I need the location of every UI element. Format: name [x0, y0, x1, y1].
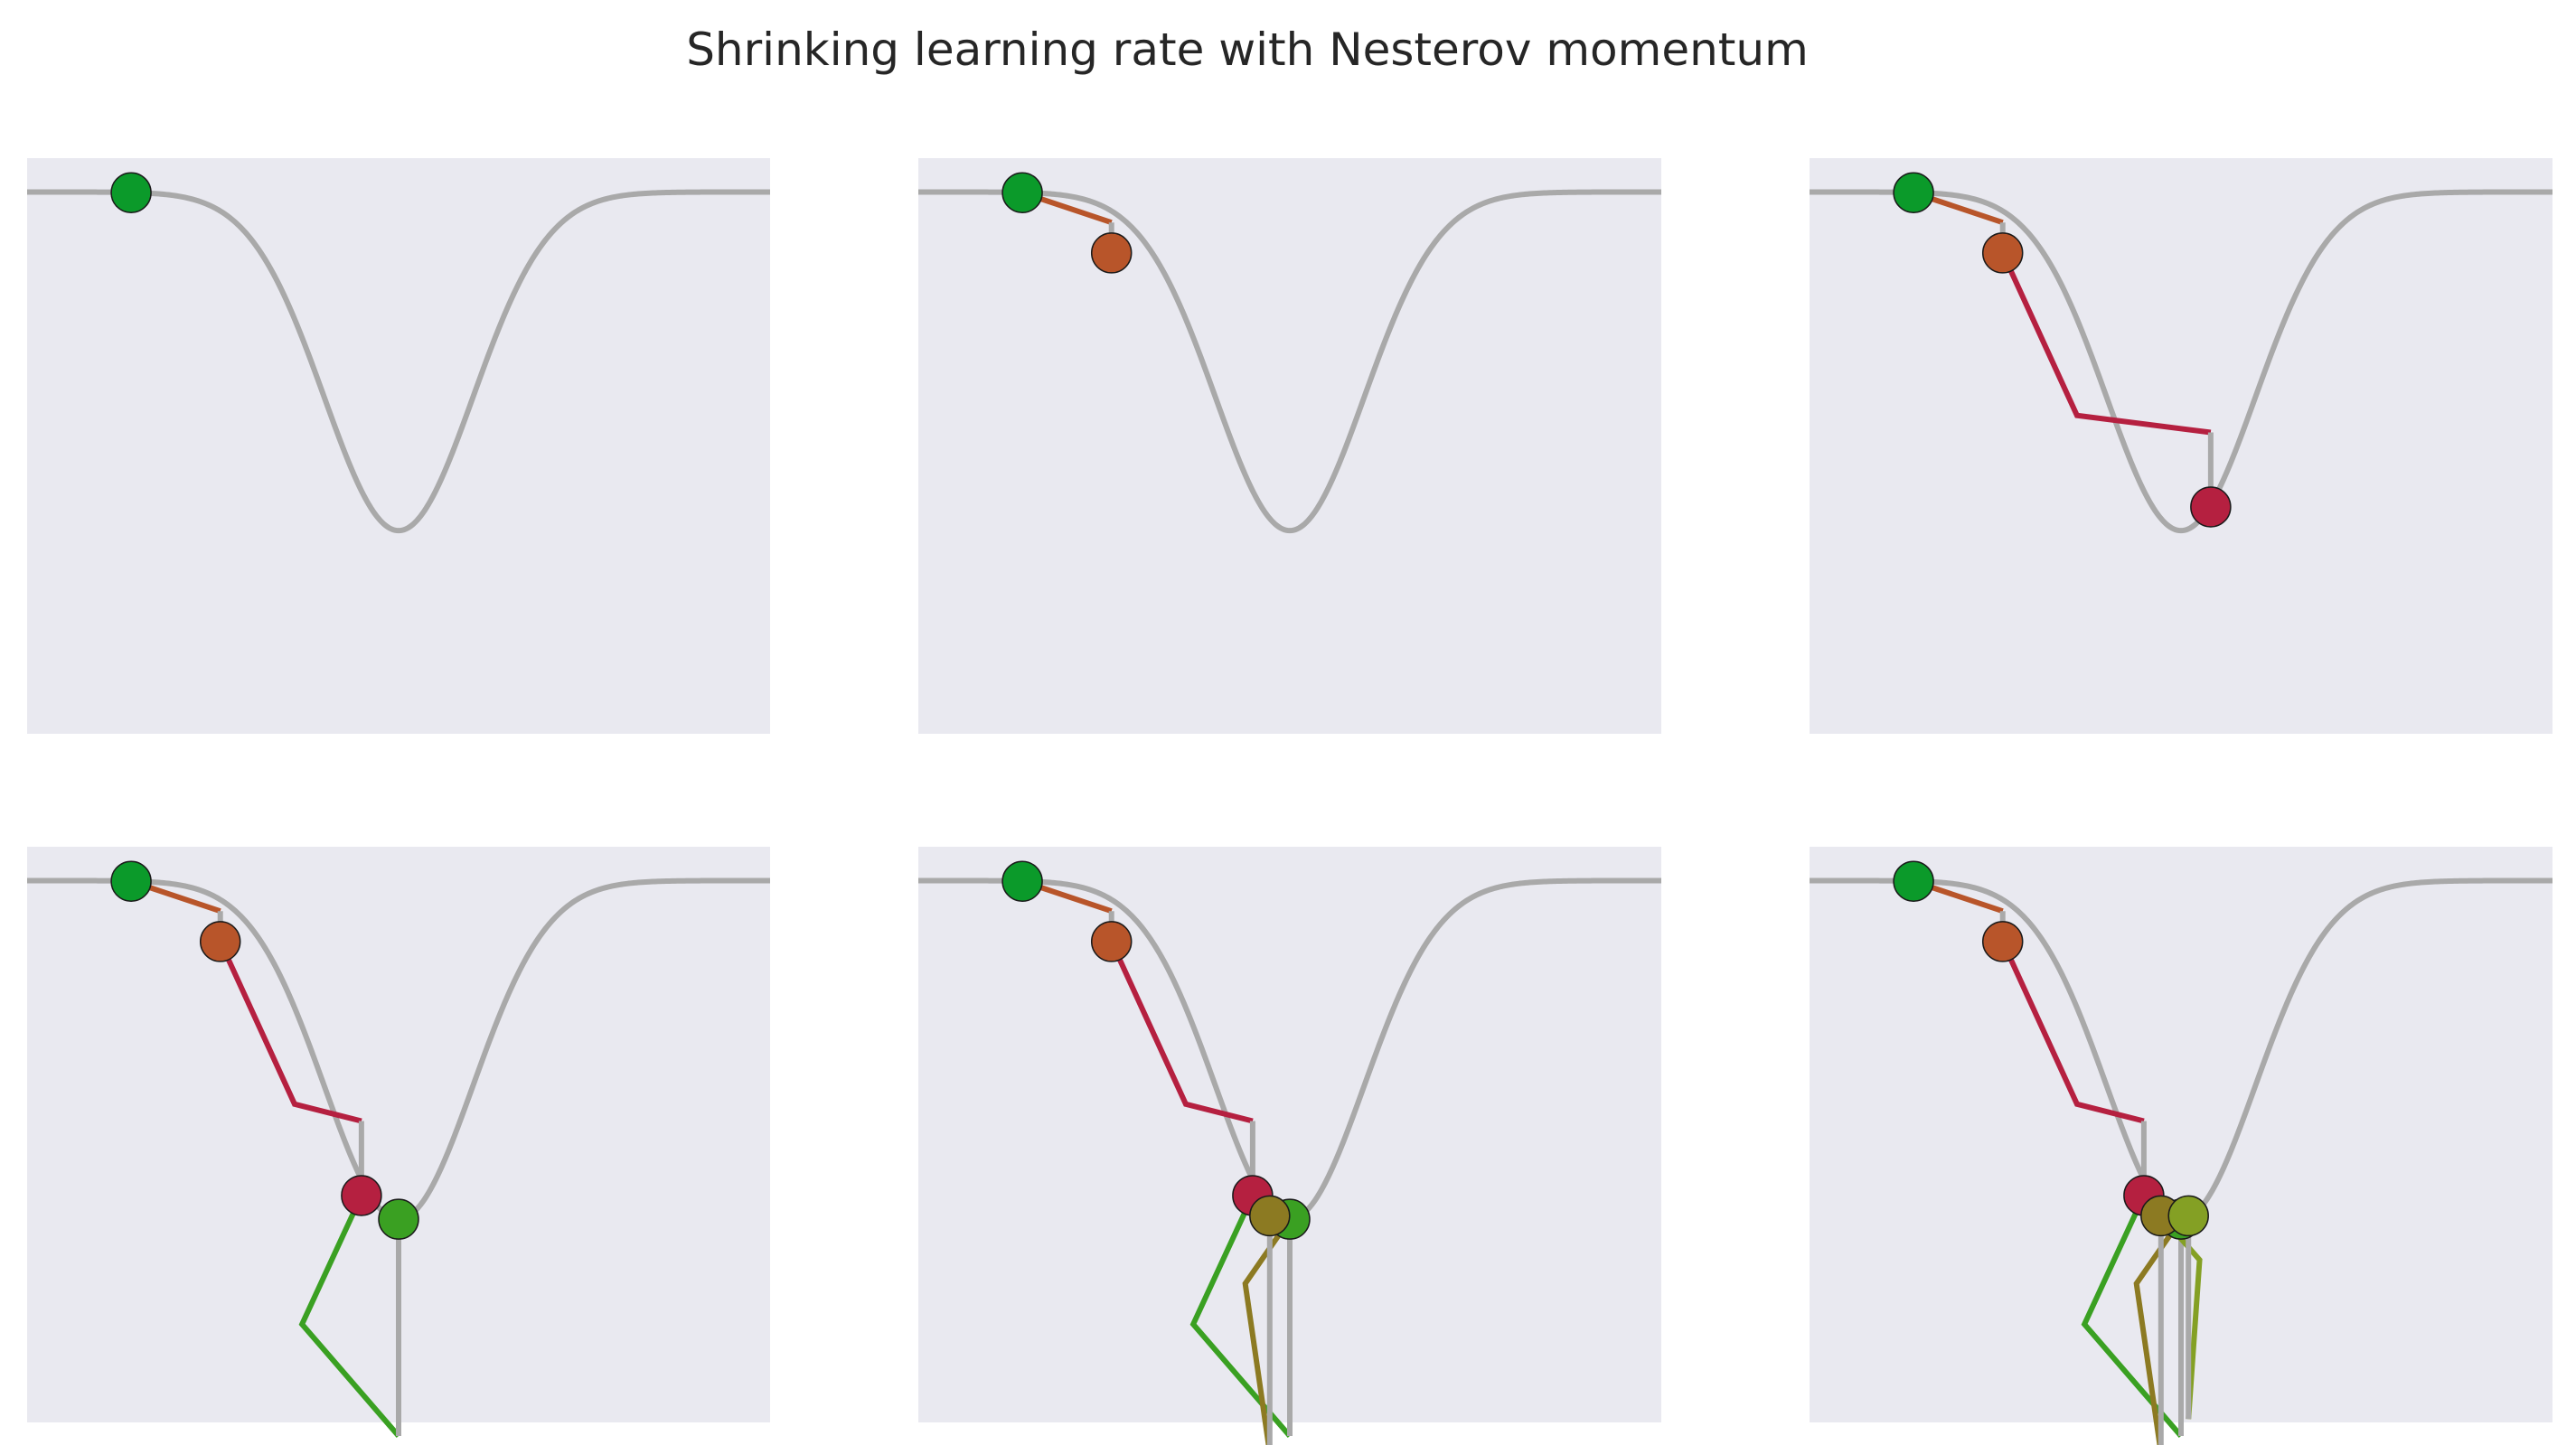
- subplot-4: [27, 847, 770, 1438]
- momentum-step-2: [1999, 940, 2145, 1124]
- iterate-point-0: [110, 172, 152, 213]
- iterate-point-1: [1090, 921, 1133, 962]
- momentum-step-4: [2133, 1217, 2184, 1445]
- momentum-step-3: [2081, 1194, 2184, 1438]
- subplot-grid: [27, 158, 2552, 1445]
- iterate-point-0: [110, 860, 152, 902]
- iterate-point-1: [1090, 232, 1133, 274]
- iterate-point-3: [378, 1198, 419, 1240]
- iterate-point-5: [2167, 1195, 2209, 1237]
- subplot-1: [27, 158, 770, 734]
- plot-area: [27, 158, 770, 734]
- momentum-step-4: [1242, 1217, 1293, 1445]
- subplot-6: [1810, 847, 2552, 1445]
- iterate-point-1: [199, 921, 241, 962]
- figure-title: Shrinking learning rate with Nesterov mo…: [686, 23, 1809, 76]
- iterate-point-4: [1249, 1195, 1291, 1237]
- iterate-point-0: [1001, 860, 1043, 902]
- subplot-5: [918, 847, 1661, 1445]
- momentum-step-2: [217, 940, 362, 1124]
- iterate-point-0: [1893, 172, 1934, 213]
- momentum-step-2: [1999, 251, 2212, 436]
- plot-area: [918, 158, 1661, 734]
- iterate-point-2: [2190, 486, 2232, 528]
- iterate-point-1: [1981, 232, 2024, 274]
- iterate-point-2: [341, 1175, 382, 1216]
- momentum-step-3: [1189, 1194, 1293, 1438]
- subplot-2: [918, 158, 1661, 734]
- iterate-point-0: [1001, 172, 1043, 213]
- iterate-point-1: [1981, 921, 2024, 962]
- iterate-point-0: [1893, 860, 1934, 902]
- momentum-step-3: [298, 1194, 401, 1438]
- plot-area: [1810, 158, 2552, 734]
- subplot-3: [1810, 158, 2552, 734]
- momentum-step-2: [1108, 940, 1254, 1124]
